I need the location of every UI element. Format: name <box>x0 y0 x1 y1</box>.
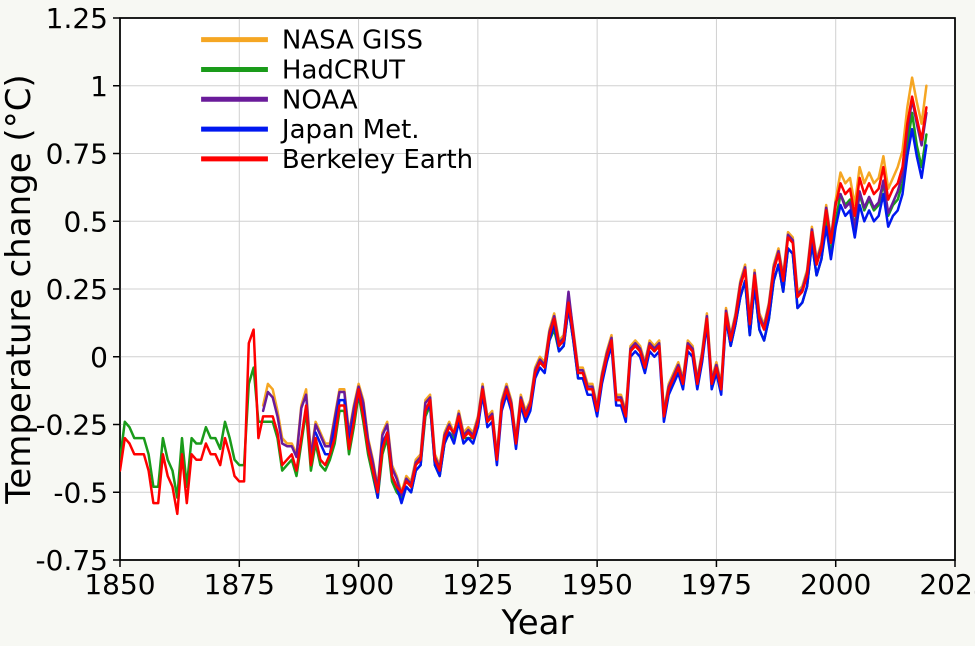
ytick-label: 0.25 <box>46 273 108 306</box>
ytick-label: 1.25 <box>46 2 108 35</box>
legend-label: NASA GISS <box>282 26 423 56</box>
y-axis-label: Temperature change (°C) <box>0 74 39 504</box>
ytick-label: 0.75 <box>46 138 108 171</box>
legend-label: HadCRUT <box>282 55 405 85</box>
legend-label: Japan Met. <box>280 115 420 145</box>
xtick-label: 1950 <box>562 568 633 601</box>
ytick-label: -0.25 <box>36 409 108 442</box>
ytick-label: -0.75 <box>36 544 108 577</box>
xtick-label: 1975 <box>681 568 752 601</box>
xtick-label: 2000 <box>800 568 871 601</box>
ytick-label: 1 <box>90 70 108 103</box>
legend-label: NOAA <box>282 85 358 115</box>
xtick-label: 1900 <box>323 568 394 601</box>
ytick-label: 0 <box>90 341 108 374</box>
xtick-label: 1875 <box>204 568 275 601</box>
legend-label: Berkeley Earth <box>282 145 473 175</box>
x-axis-label: Year <box>501 603 574 643</box>
chart-svg: 18501875190019251950197520002025-0.75-0.… <box>0 0 975 646</box>
ytick-label: 0.5 <box>63 205 108 238</box>
ytick-label: -0.5 <box>53 476 108 509</box>
xtick-label: 2025 <box>919 568 975 601</box>
xtick-label: 1925 <box>442 568 513 601</box>
temperature-chart: 18501875190019251950197520002025-0.75-0.… <box>0 0 975 646</box>
